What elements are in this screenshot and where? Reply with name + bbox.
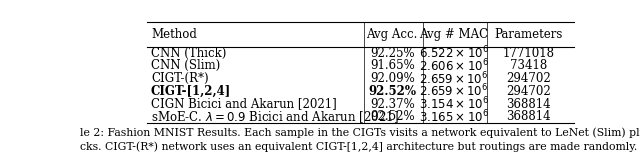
Text: Method: Method — [151, 28, 197, 41]
Text: 368814: 368814 — [506, 98, 551, 111]
Text: CIGT-(R*): CIGT-(R*) — [151, 72, 209, 85]
Text: CIGN Bicici and Akarun [2021]: CIGN Bicici and Akarun [2021] — [151, 98, 337, 111]
Text: CNN (Slim): CNN (Slim) — [151, 59, 220, 72]
Text: le 2: Fashion MNIST Results. Each sample in the CIGTs visits a network equivalen: le 2: Fashion MNIST Results. Each sample… — [80, 128, 640, 138]
Text: 92.25%: 92.25% — [370, 47, 415, 60]
Text: Avg # MAC: Avg # MAC — [420, 28, 489, 41]
Text: 368814: 368814 — [506, 110, 551, 123]
Text: $2.659 \times 10^{6}$: $2.659 \times 10^{6}$ — [419, 70, 489, 87]
Text: $2.606 \times 10^{6}$: $2.606 \times 10^{6}$ — [419, 58, 489, 74]
Text: $3.154 \times 10^{6}$: $3.154 \times 10^{6}$ — [419, 96, 489, 112]
Text: $2.659 \times 10^{6}$: $2.659 \times 10^{6}$ — [419, 83, 489, 100]
Text: 1771018: 1771018 — [503, 47, 555, 60]
Text: 294702: 294702 — [506, 72, 551, 85]
Text: 92.37%: 92.37% — [370, 98, 415, 111]
Text: 92.09%: 92.09% — [370, 72, 415, 85]
Text: $6.522 \times 10^{6}$: $6.522 \times 10^{6}$ — [419, 45, 489, 61]
Text: 294702: 294702 — [506, 85, 551, 98]
Text: Parameters: Parameters — [495, 28, 563, 41]
Text: $3.165 \times 10^{6}$: $3.165 \times 10^{6}$ — [419, 108, 489, 125]
Text: cks. CIGT-(R*) network uses an equivalent CIGT-[1,2,4] architecture but routings: cks. CIGT-(R*) network uses an equivalen… — [80, 142, 637, 152]
Text: 73418: 73418 — [510, 59, 547, 72]
Text: 92.52%: 92.52% — [370, 110, 415, 123]
Text: sMoE-C. $\lambda = 0.9$ Bicici and Akarun [2021]: sMoE-C. $\lambda = 0.9$ Bicici and Akaru… — [151, 109, 399, 125]
Text: CIGT-[1,2,4]: CIGT-[1,2,4] — [151, 85, 231, 98]
Text: Avg Acc.: Avg Acc. — [367, 28, 418, 41]
Text: CNN (Thick): CNN (Thick) — [151, 47, 227, 60]
Text: 91.65%: 91.65% — [370, 59, 415, 72]
Text: 92.52%: 92.52% — [368, 85, 416, 98]
